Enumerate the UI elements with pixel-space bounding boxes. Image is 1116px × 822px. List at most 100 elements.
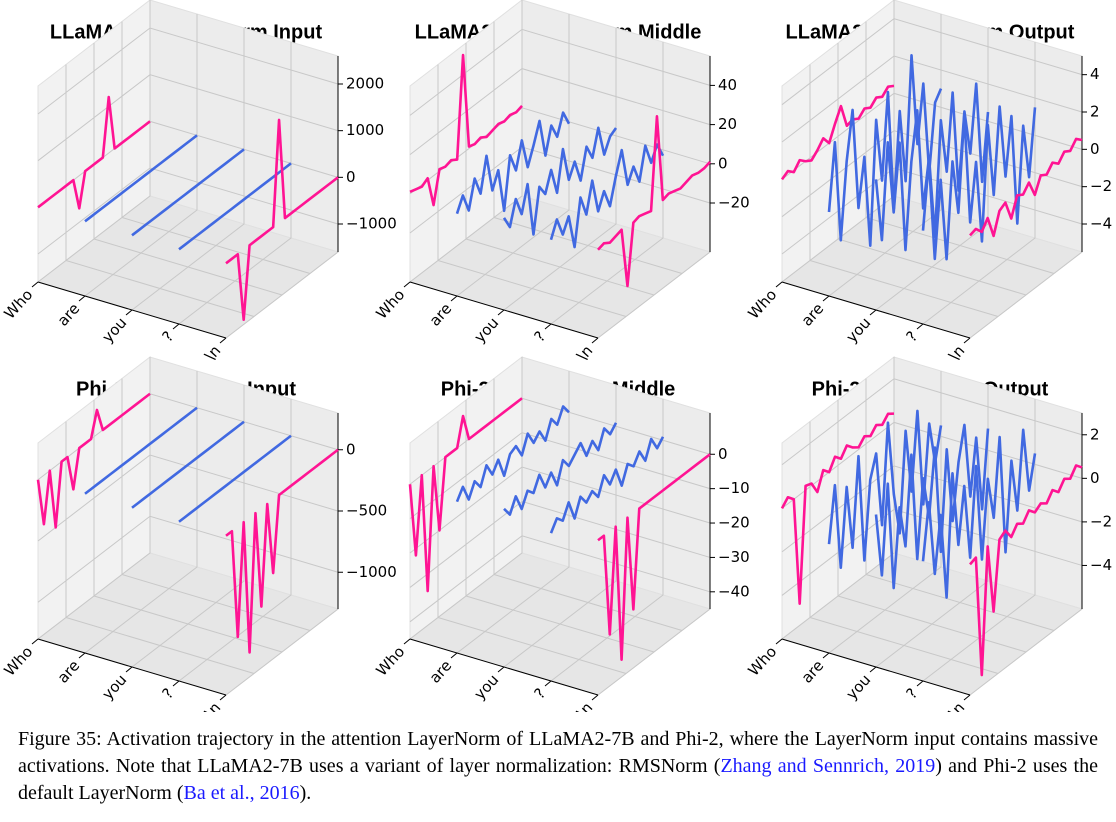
z-tick-label: −2 [1090, 512, 1112, 530]
grid-line [781, 18, 1083, 106]
x-tick-label: ? [159, 685, 178, 703]
x-tick-label: are [54, 657, 84, 687]
z-tick-label: 2 [1090, 425, 1100, 443]
x-tick [916, 680, 924, 687]
subplot: Phi-2, LayerNorm InputWhoareyou?\n−1000−… [1, 355, 397, 722]
subplot: LLaMA2-7B, RMSNorm MiddleWhoareyou?\n−20… [373, 0, 750, 365]
caption-text: Figure 35: Activation trajectory in the … [18, 728, 1098, 777]
activation-trace [84, 406, 198, 495]
z-tick-label: −4 [1090, 215, 1112, 233]
activation-trace [549, 143, 665, 249]
grid-line [409, 68, 711, 155]
x-tick-label: ? [531, 685, 550, 703]
x-tick-label: \n [573, 699, 596, 712]
activation-trace [969, 137, 1083, 238]
grid-line [37, 27, 339, 115]
x-tick-label: you [98, 314, 130, 347]
z-tick-label: 20 [718, 115, 737, 133]
grid-line [781, 508, 1083, 596]
x-tick [916, 323, 924, 330]
grid-line [781, 130, 1083, 218]
grid-line [84, 14, 198, 297]
x-tick-label: are [426, 300, 456, 330]
grid-line [456, 371, 570, 654]
activation-trace [178, 162, 292, 251]
x-tick-label: \n [945, 699, 968, 712]
x-tick [775, 638, 783, 645]
x-tick-label: are [54, 300, 84, 330]
activation-trace [921, 105, 1037, 261]
x-tick-label: Who [1, 286, 37, 323]
grid-line [409, 357, 523, 640]
x-tick [78, 652, 86, 659]
x-tick [544, 323, 552, 330]
grid-line [37, 454, 339, 542]
x-tick [591, 694, 599, 701]
grid-line [409, 0, 523, 283]
activation-trace [780, 412, 895, 605]
grid-line [409, 466, 711, 554]
z-tick-label: 0 [1090, 140, 1100, 158]
caption-text: ). [299, 782, 312, 804]
z-tick-label: 0 [718, 445, 728, 463]
x-tick [31, 281, 39, 288]
x-tick [497, 666, 505, 673]
grid-line [37, 74, 339, 162]
z-tick-label: 40 [718, 76, 737, 94]
activation-trace [455, 405, 570, 503]
x-tick [869, 309, 877, 316]
x-tick-label: are [426, 657, 456, 687]
activation-trace [969, 464, 1083, 677]
x-tick [775, 281, 783, 288]
z-tick-label: −2 [1090, 177, 1112, 195]
x-axis [37, 638, 227, 696]
grid-line [131, 385, 245, 668]
x-tick [963, 337, 971, 344]
activation-trace [84, 134, 198, 223]
grid-line [409, 28, 711, 116]
x-tick [403, 638, 411, 645]
z-tick-label: −40 [718, 582, 750, 600]
z-tick-label: 1000 [346, 121, 384, 139]
grid-line [178, 42, 292, 325]
citation[interactable]: Zhang and Sennrich, 2019 [720, 755, 936, 777]
activation-trace [921, 428, 1037, 599]
z-tick-label: 2 [1090, 103, 1100, 121]
z-tick-label: −30 [718, 548, 750, 566]
x-tick [172, 680, 180, 687]
subplot: LLaMA2-7B, RMSNorm InputWhoareyou?\n−100… [1, 0, 397, 365]
x-tick [125, 309, 133, 316]
activation-trace [131, 420, 245, 509]
z-tick-label: 0 [346, 440, 356, 458]
grid-line [781, 92, 1083, 180]
x-tick [125, 666, 133, 673]
grid-line [550, 399, 664, 682]
z-tick-label: −20 [718, 514, 750, 532]
x-tick-label: you [470, 671, 502, 704]
x-axis [781, 281, 971, 339]
x-tick-label: \n [201, 699, 224, 712]
x-axis [409, 281, 599, 339]
grid-line [781, 55, 1083, 143]
grid-line [781, 378, 1083, 466]
grid-line [781, 421, 1083, 509]
x-tick-label: ? [903, 685, 922, 703]
grid-line [456, 14, 570, 297]
grid-line [409, 535, 711, 623]
x-tick-label: ? [531, 328, 550, 346]
x-tick [450, 295, 458, 302]
activation-trace [409, 53, 523, 207]
activation-trace [827, 53, 943, 247]
citation[interactable]: Ba et al., 2016 [183, 782, 300, 804]
activation-trace [597, 453, 711, 662]
z-tick-label: 2000 [346, 75, 384, 93]
subplot: Phi-2, LayerNorm OutputWhoareyou?\n−4−20… [745, 355, 1112, 722]
x-tick [869, 666, 877, 673]
x-tick [963, 694, 971, 701]
x-tick-label: you [98, 671, 130, 704]
x-tick [219, 337, 227, 344]
x-tick [822, 295, 830, 302]
x-tick-label: \n [573, 342, 596, 365]
activation-trace [874, 423, 990, 590]
activation-trace [502, 126, 618, 236]
